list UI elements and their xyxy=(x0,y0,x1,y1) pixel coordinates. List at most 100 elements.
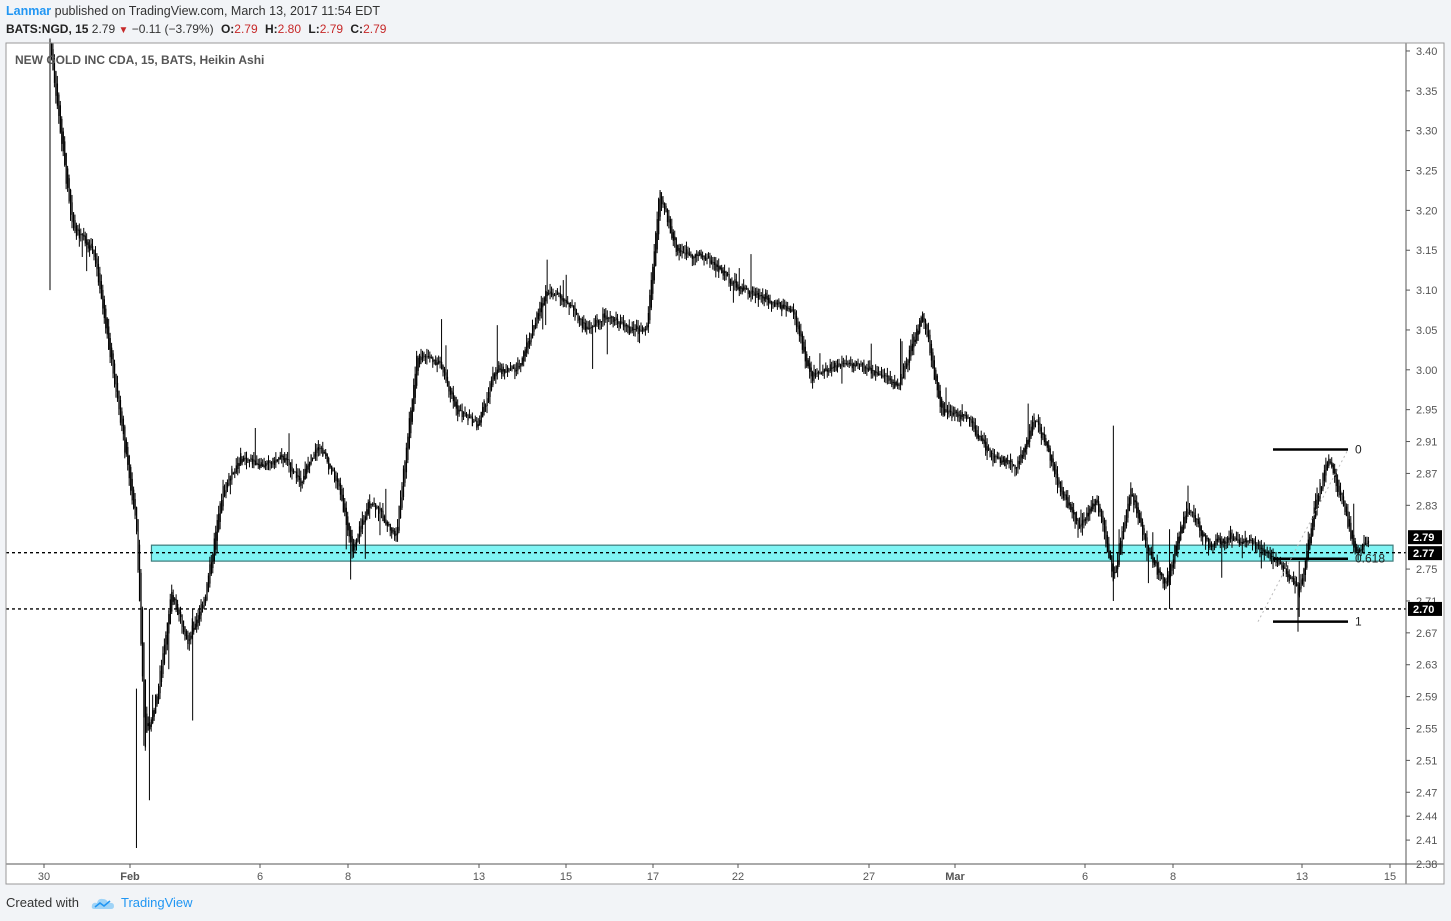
candle-body xyxy=(951,411,953,418)
candle-body xyxy=(1081,520,1084,526)
candle-body xyxy=(1012,464,1015,466)
candle-body xyxy=(845,363,848,365)
candle-body xyxy=(530,334,532,343)
candle-body xyxy=(1099,506,1101,513)
candle-body xyxy=(298,475,301,481)
candle-body xyxy=(911,343,914,352)
candle-body xyxy=(1254,541,1257,550)
candle-body xyxy=(146,713,148,733)
candle-body xyxy=(115,373,117,392)
candle-body xyxy=(243,457,245,461)
candle-body xyxy=(630,330,632,332)
candle-body xyxy=(910,345,912,357)
candle-body xyxy=(499,368,501,370)
price-change: −0.11 (−3.79%) xyxy=(131,22,214,36)
candle-body xyxy=(1253,541,1255,543)
fib-trend-line[interactable] xyxy=(1257,449,1349,622)
candle-body xyxy=(1228,537,1230,541)
candle-body xyxy=(706,258,708,260)
chart-area[interactable] xyxy=(6,43,1444,884)
candle-body xyxy=(848,362,850,365)
candle-body xyxy=(1341,492,1343,501)
candle-body xyxy=(140,572,142,644)
candle-body xyxy=(790,309,792,313)
candle-body xyxy=(215,531,217,550)
candle-body xyxy=(1362,543,1364,550)
candle-body xyxy=(137,519,139,570)
candle-body xyxy=(171,592,173,612)
candle-body xyxy=(961,412,963,417)
candle-body xyxy=(932,352,934,369)
candle-body xyxy=(1303,568,1305,582)
candle-body xyxy=(781,305,783,312)
candle-body xyxy=(193,627,195,632)
candle-body xyxy=(457,405,459,415)
candle-body xyxy=(976,430,978,438)
author-link[interactable]: Lanmar xyxy=(6,4,52,18)
horizontal-lines xyxy=(6,552,1406,610)
candle-body xyxy=(575,312,578,315)
candle-body xyxy=(480,411,482,423)
candle-body xyxy=(907,360,909,366)
candle-body xyxy=(310,454,312,465)
candle-body xyxy=(800,330,802,337)
candle-body xyxy=(325,452,327,457)
candle-body xyxy=(829,364,831,372)
candle-body xyxy=(875,371,877,373)
candle-body xyxy=(782,304,784,309)
candle-body xyxy=(219,503,221,522)
x-tick-label: Mar xyxy=(945,871,965,883)
candle-body xyxy=(671,226,673,239)
candle-body xyxy=(1023,448,1025,457)
candle-body xyxy=(1118,543,1120,565)
candle-body xyxy=(471,416,474,426)
tradingview-link[interactable]: TradingView xyxy=(120,895,193,910)
candle-body xyxy=(438,360,440,364)
candle-body xyxy=(729,278,732,285)
candle-body xyxy=(534,323,537,329)
candle-body xyxy=(543,297,545,306)
candle-body xyxy=(275,459,277,463)
candle-body xyxy=(602,313,604,322)
candle-body xyxy=(703,255,705,260)
candle-body xyxy=(757,292,760,300)
candle-body xyxy=(159,670,161,694)
y-tick-label: 2.91 xyxy=(1416,437,1437,449)
candle-body xyxy=(1175,545,1177,555)
x-tick-label: 6 xyxy=(1082,871,1088,883)
candle-body xyxy=(1249,539,1251,541)
candle-body xyxy=(586,326,588,330)
candle-body xyxy=(228,475,230,486)
candle-body xyxy=(1244,538,1246,543)
candle-body xyxy=(746,288,748,290)
candle-body xyxy=(1064,494,1066,496)
quote-line: BATS:NGD, 15 2.79 ▼ −0.11 (−3.79%) O:2.7… xyxy=(6,22,386,36)
candle-body xyxy=(1051,454,1053,463)
candle-body xyxy=(64,141,66,165)
y-tick-label: 2.38 xyxy=(1416,859,1437,871)
candle-body xyxy=(1225,542,1227,544)
candle-body xyxy=(1030,426,1032,437)
candle-body xyxy=(430,357,432,359)
last-price: 2.79 xyxy=(91,22,116,36)
candle-body xyxy=(521,358,523,365)
candle-body xyxy=(53,59,56,83)
candle-body xyxy=(584,322,586,331)
candle-body xyxy=(1309,536,1311,550)
candle-body xyxy=(441,361,443,370)
candle-body xyxy=(1197,518,1199,524)
candle-body xyxy=(423,355,425,357)
candle-body xyxy=(1304,560,1307,575)
candle-body xyxy=(1340,490,1342,496)
candle-body xyxy=(70,189,72,215)
candle-body xyxy=(1344,501,1346,512)
candle-body xyxy=(963,414,965,416)
candle-body xyxy=(650,279,652,308)
candle-body xyxy=(662,200,664,205)
y-tick-label: 3.15 xyxy=(1416,245,1437,257)
candle-body xyxy=(424,356,427,358)
candle-body xyxy=(177,603,179,616)
candle-body xyxy=(498,365,500,372)
candle-body xyxy=(985,441,987,451)
